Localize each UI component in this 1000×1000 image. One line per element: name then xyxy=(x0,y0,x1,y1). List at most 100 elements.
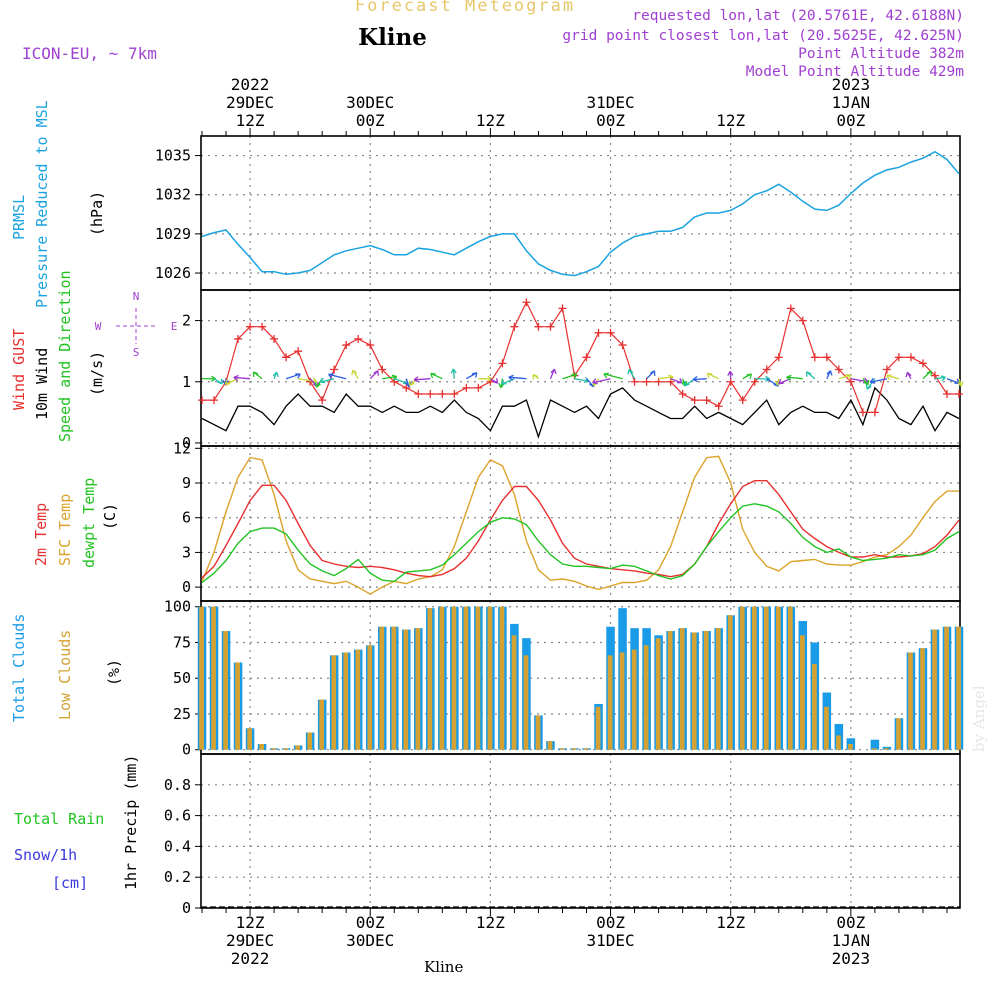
y-tick-label: 9 xyxy=(182,474,191,492)
gust-marker xyxy=(534,322,543,331)
gust-marker xyxy=(210,396,219,405)
wind-arrow-head xyxy=(319,377,326,384)
gust-marker xyxy=(354,334,363,343)
low-cloud-bar xyxy=(667,631,673,750)
gust-marker xyxy=(870,408,879,417)
model-point-altitude: Model Point Altitude 429m xyxy=(745,64,964,80)
y-tick-label: 0.6 xyxy=(164,807,191,825)
gust-marker xyxy=(714,402,723,411)
wind-arrow-head xyxy=(373,370,379,376)
x-axis-bottom-label: 12Z xyxy=(716,913,745,932)
wind-arrow-head xyxy=(845,374,852,380)
gust-line xyxy=(202,300,959,413)
wind-direction-arrow xyxy=(562,373,577,380)
location-name: Kline xyxy=(358,24,427,51)
low-cloud-bar xyxy=(223,631,228,750)
low-cloud-bar xyxy=(631,649,637,750)
x-axis-top-label: 1JAN xyxy=(832,93,871,112)
gust-marker xyxy=(270,334,279,343)
low-cloud-bar xyxy=(403,629,409,750)
y-tick-label: 1035 xyxy=(155,147,191,165)
low-cloud-bar xyxy=(643,645,649,750)
wind-direction-arrow xyxy=(413,378,431,381)
gust-marker xyxy=(738,396,747,405)
gust-marker xyxy=(258,322,267,331)
low-cloud-bar xyxy=(295,745,301,750)
gust-marker xyxy=(318,396,327,405)
low-cloud-bar xyxy=(307,732,313,750)
footer-location: Kline xyxy=(424,958,464,976)
low-cloud-bar xyxy=(607,655,613,750)
snow-unit-legend: [cm] xyxy=(52,874,89,892)
gust-marker xyxy=(378,365,387,374)
wind-arrow-head xyxy=(351,369,358,376)
gust-marker xyxy=(594,328,603,337)
y-tick-label: 3 xyxy=(182,543,191,561)
compass-W: W xyxy=(95,320,102,333)
gust-marker xyxy=(702,396,711,405)
gust-marker xyxy=(498,359,507,368)
dewpt-line xyxy=(201,503,960,584)
gust-marker xyxy=(642,377,651,386)
compass-E: E xyxy=(171,320,178,333)
low-cloud-bar xyxy=(247,728,252,750)
gust-marker xyxy=(822,353,831,362)
x-axis-top-label: 2023 xyxy=(832,75,871,94)
wind-arrow-head xyxy=(684,380,690,387)
x-axis-bottom-label: 1JAN xyxy=(832,931,871,950)
wind-arrow-head xyxy=(957,381,964,387)
point-altitude: Point Altitude 382m xyxy=(798,46,964,62)
gust-marker xyxy=(510,322,519,331)
x-axis-top-label: 12Z xyxy=(476,111,505,130)
x-axis-top-label: 12Z xyxy=(236,111,265,130)
gust-marker xyxy=(834,365,843,374)
y-tick-label: 25 xyxy=(173,705,191,723)
low-cloud-bar xyxy=(944,626,949,750)
rain-legend: Total Rain xyxy=(14,810,105,828)
y-tick-label: 1032 xyxy=(155,186,191,204)
wind-direction-arrow xyxy=(946,378,960,384)
gust-marker xyxy=(342,341,351,350)
low-cloud-bar xyxy=(415,628,421,750)
gust-marker xyxy=(522,298,531,307)
x-axis-top-label: 2022 xyxy=(231,75,270,94)
gust-marker xyxy=(894,353,903,362)
gust-marker xyxy=(294,347,303,356)
wind-arrow-head xyxy=(826,370,833,376)
low-cloud-bar xyxy=(836,735,841,750)
wind-arrow-head xyxy=(727,370,734,376)
compass-S: S xyxy=(133,346,140,359)
wind-arrow-head xyxy=(500,379,507,385)
wind-arrow-head xyxy=(863,379,870,386)
gust-marker xyxy=(438,390,447,398)
low-cloud-bar xyxy=(679,628,685,750)
panel-precip: 0 0.2 0.4 0.6 0.8 xyxy=(164,753,961,917)
low-cloud-bar xyxy=(824,706,829,750)
gust-marker xyxy=(858,408,867,417)
low-cloud-bar xyxy=(595,706,601,750)
low-cloud-bar xyxy=(583,748,589,750)
low-cloud-bar xyxy=(920,648,925,750)
y-tick-label: 0 xyxy=(182,434,191,452)
gust-marker xyxy=(918,359,927,368)
wind-arrow-head xyxy=(314,382,321,388)
low-cloud-bar xyxy=(199,606,204,750)
low-cloud-bar xyxy=(451,606,457,750)
wind-direction-arrow xyxy=(934,376,946,380)
wind-direction-arrow xyxy=(298,378,317,383)
wind-direction-arrow xyxy=(285,373,301,380)
x-axis-bottom-label: 29DEC xyxy=(226,931,274,950)
gust-marker xyxy=(942,390,951,398)
gust-marker xyxy=(414,390,423,398)
wind-arrow-head xyxy=(926,370,932,376)
wind-arrow-head xyxy=(492,378,499,384)
x-axis-bottom-label: 00Z xyxy=(596,913,625,932)
wind-arrow-head xyxy=(746,373,752,379)
x-axis-bottom-label: 00Z xyxy=(356,913,385,932)
gust-marker xyxy=(198,396,206,405)
wind-arrow-head xyxy=(869,377,876,384)
low-cloud-bar xyxy=(896,718,901,750)
gust-marker xyxy=(906,353,915,362)
gust-marker xyxy=(546,322,555,331)
